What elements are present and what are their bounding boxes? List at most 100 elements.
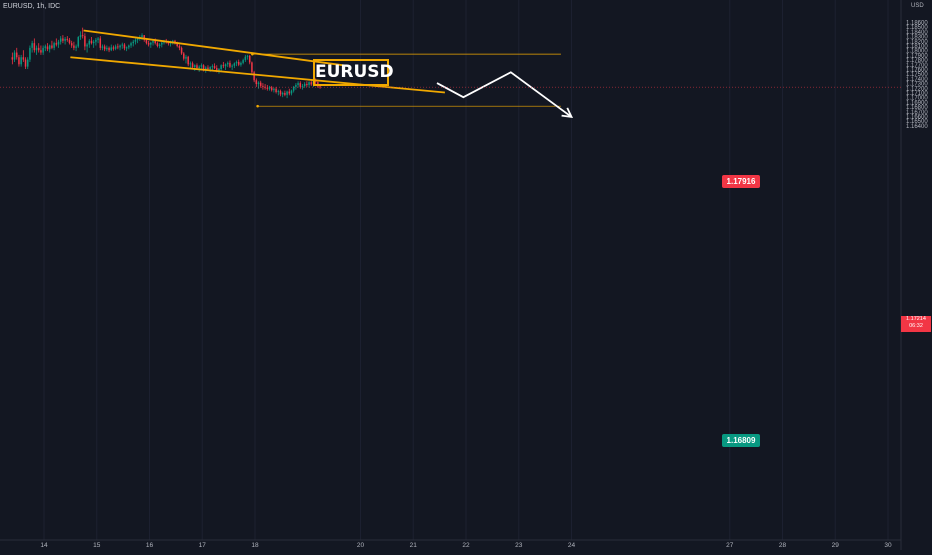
candle-body[interactable] xyxy=(114,46,117,49)
candle-body[interactable] xyxy=(235,61,238,64)
candle-body[interactable] xyxy=(31,43,33,48)
candle-body[interactable] xyxy=(110,47,113,51)
candle-body[interactable] xyxy=(189,63,192,65)
candle-body[interactable] xyxy=(81,35,84,37)
candle-body[interactable] xyxy=(99,38,102,48)
candle-body[interactable] xyxy=(156,43,159,46)
candle-body[interactable] xyxy=(288,91,291,94)
candle-body[interactable] xyxy=(270,87,273,91)
candle-body[interactable] xyxy=(257,82,260,85)
candle-body[interactable] xyxy=(130,43,132,46)
candle-body[interactable] xyxy=(275,88,277,93)
candle-body[interactable] xyxy=(292,86,295,91)
candle-body[interactable] xyxy=(125,47,128,49)
candle-body[interactable] xyxy=(51,45,53,48)
candle-body[interactable] xyxy=(229,62,231,67)
candle-body[interactable] xyxy=(86,44,88,47)
candle-body[interactable] xyxy=(266,87,269,89)
candle-body[interactable] xyxy=(48,45,51,50)
candle-body[interactable] xyxy=(26,59,29,67)
candle-body[interactable] xyxy=(248,55,251,63)
candle-body[interactable] xyxy=(231,65,233,67)
candle-body[interactable] xyxy=(319,86,321,88)
candle-body[interactable] xyxy=(251,62,253,73)
candle-body[interactable] xyxy=(180,47,183,54)
candle-body[interactable] xyxy=(18,57,20,65)
candle-body[interactable] xyxy=(46,46,49,50)
candle-body[interactable] xyxy=(240,62,242,65)
candle-body[interactable] xyxy=(88,40,91,45)
candle-body[interactable] xyxy=(178,45,181,48)
candle-body[interactable] xyxy=(24,59,27,67)
candle-body[interactable] xyxy=(147,43,150,45)
candle-body[interactable] xyxy=(211,66,214,68)
candle-body[interactable] xyxy=(295,84,297,87)
candle-body[interactable] xyxy=(308,82,310,85)
candle-body[interactable] xyxy=(145,39,148,44)
candle-body[interactable] xyxy=(70,43,73,46)
channel-upper-line[interactable] xyxy=(83,29,351,68)
candle-body[interactable] xyxy=(191,63,194,68)
candle-body[interactable] xyxy=(92,41,95,44)
candle-body[interactable] xyxy=(29,47,31,60)
candle-body[interactable] xyxy=(185,56,187,59)
candle-body[interactable] xyxy=(20,57,22,65)
candle-body[interactable] xyxy=(202,65,205,70)
candle-body[interactable] xyxy=(40,50,42,53)
candle-body[interactable] xyxy=(297,83,299,85)
candle-body[interactable] xyxy=(204,67,207,70)
candle-body[interactable] xyxy=(301,85,304,87)
candle-body[interactable] xyxy=(209,67,211,69)
candle-body[interactable] xyxy=(95,39,97,42)
candle-body[interactable] xyxy=(161,42,163,45)
candle-body[interactable] xyxy=(303,84,306,86)
candle-body[interactable] xyxy=(103,46,106,50)
candle-body[interactable] xyxy=(286,91,288,95)
candle-body[interactable] xyxy=(226,62,229,65)
candle-body[interactable] xyxy=(277,91,280,93)
candle-body[interactable] xyxy=(59,38,62,42)
candle-body[interactable] xyxy=(13,52,16,60)
candle-body[interactable] xyxy=(242,60,244,63)
candle-body[interactable] xyxy=(128,45,130,48)
candle-body[interactable] xyxy=(200,65,203,67)
candle-body[interactable] xyxy=(154,40,156,44)
candle-body[interactable] xyxy=(55,43,58,45)
candle-body[interactable] xyxy=(37,47,40,51)
candle-body[interactable] xyxy=(57,41,60,45)
channel-lower-line[interactable] xyxy=(70,56,445,94)
candle-body[interactable] xyxy=(79,35,82,38)
candle-body[interactable] xyxy=(281,92,284,95)
candle-body[interactable] xyxy=(246,55,249,57)
candle-body[interactable] xyxy=(143,35,145,40)
candle-body[interactable] xyxy=(84,36,86,47)
candle-body[interactable] xyxy=(119,45,121,48)
candle-body[interactable] xyxy=(176,43,178,46)
candle-body[interactable] xyxy=(224,64,227,67)
candle-body[interactable] xyxy=(187,56,189,65)
candle-body[interactable] xyxy=(310,82,313,85)
candle-body[interactable] xyxy=(158,44,161,46)
candle-body[interactable] xyxy=(73,45,75,48)
candle-body[interactable] xyxy=(183,53,185,59)
candle-body[interactable] xyxy=(101,46,104,48)
candle-body[interactable] xyxy=(284,92,286,95)
candle-body[interactable] xyxy=(108,47,110,51)
target-level-tag[interactable]: 1.16809 xyxy=(722,434,760,447)
candle-body[interactable] xyxy=(136,38,139,40)
candle-body[interactable] xyxy=(299,83,302,87)
candle-body[interactable] xyxy=(90,40,93,44)
candle-body[interactable] xyxy=(106,47,108,50)
candle-body[interactable] xyxy=(35,47,38,51)
candle-body[interactable] xyxy=(218,69,220,71)
candle-body[interactable] xyxy=(62,38,64,41)
candle-body[interactable] xyxy=(68,39,71,44)
candle-body[interactable] xyxy=(196,65,198,69)
candle-body[interactable] xyxy=(152,40,154,43)
candle-body[interactable] xyxy=(194,65,196,68)
candle-body[interactable] xyxy=(134,39,137,42)
candle-body[interactable] xyxy=(279,91,282,95)
candle-body[interactable] xyxy=(75,46,77,48)
